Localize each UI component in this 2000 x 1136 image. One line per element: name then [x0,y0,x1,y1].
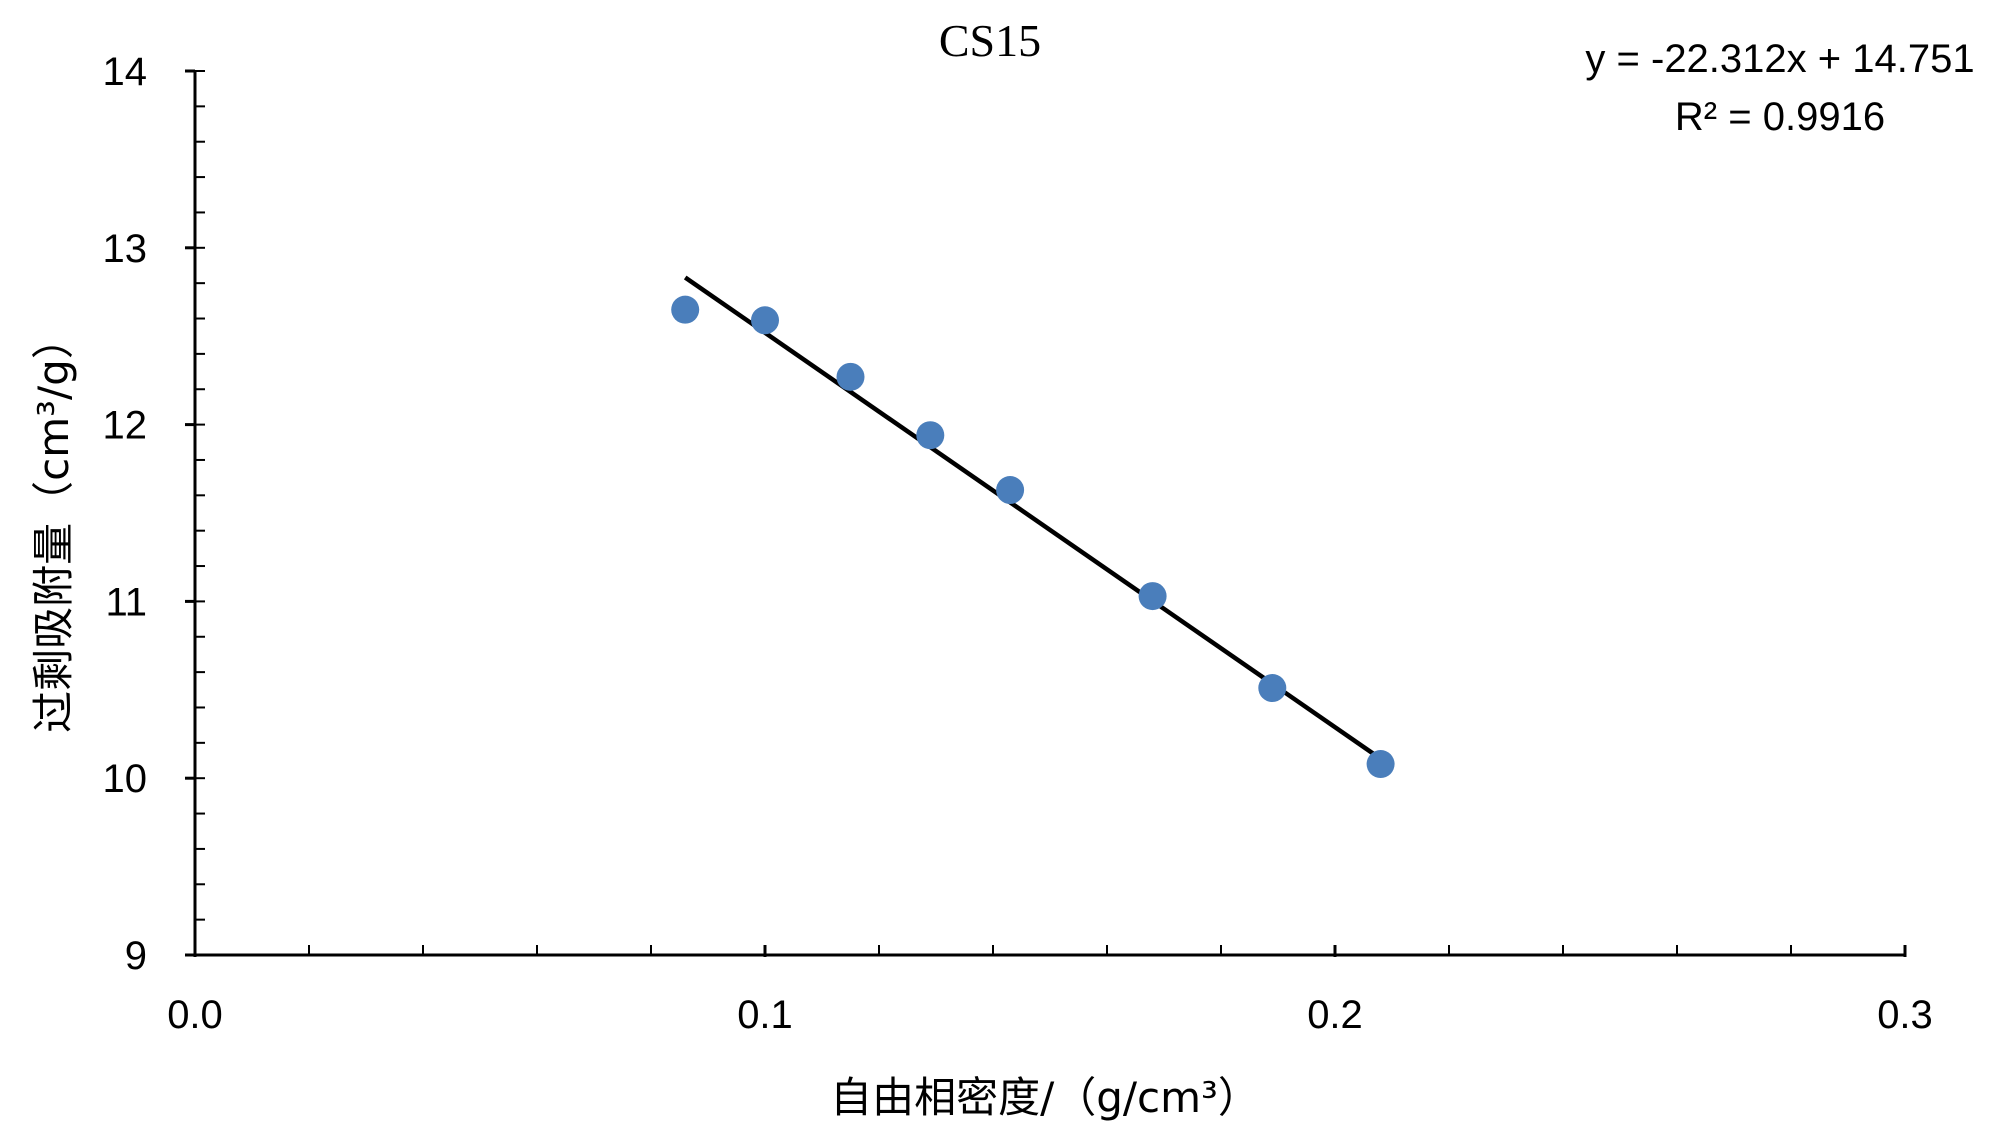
data-point [916,421,945,450]
axes [193,71,1905,957]
data-point [671,295,700,324]
y-tick-label: 14 [103,50,148,94]
y-tick-label: 10 [103,757,148,801]
x-tick-label: 0.0 [167,993,223,1037]
data-point [751,306,779,335]
y-tick-label: 13 [103,227,148,271]
x-tick-label: 0.2 [1307,993,1363,1037]
y-axis-label: 过剩吸附量（cm³/g） [29,317,78,733]
data-point [1138,582,1167,611]
y-tick-label: 12 [103,404,148,448]
x-axis-label: 自由相密度/（g/cm³） [830,1073,1260,1122]
x-tick-label: 0.1 [737,993,793,1037]
chart-title: CS15 [939,15,1041,66]
ticks: 9 10 11 12 13 14 0.0 0.1 0.2 0.3 [103,50,1933,1037]
y-tick-label: 11 [105,580,147,624]
y-tick-label: 9 [125,934,147,978]
trendline-r2: R² = 0.9916 [1675,95,1885,139]
data-point [996,476,1025,505]
data-point [1366,750,1395,779]
x-tick-label: 0.3 [1877,993,1933,1037]
trendline-equation: y = -22.312x + 14.751 [1585,37,1974,81]
data-point [836,362,865,391]
data-point [1258,674,1287,703]
plot-area [671,275,1395,779]
